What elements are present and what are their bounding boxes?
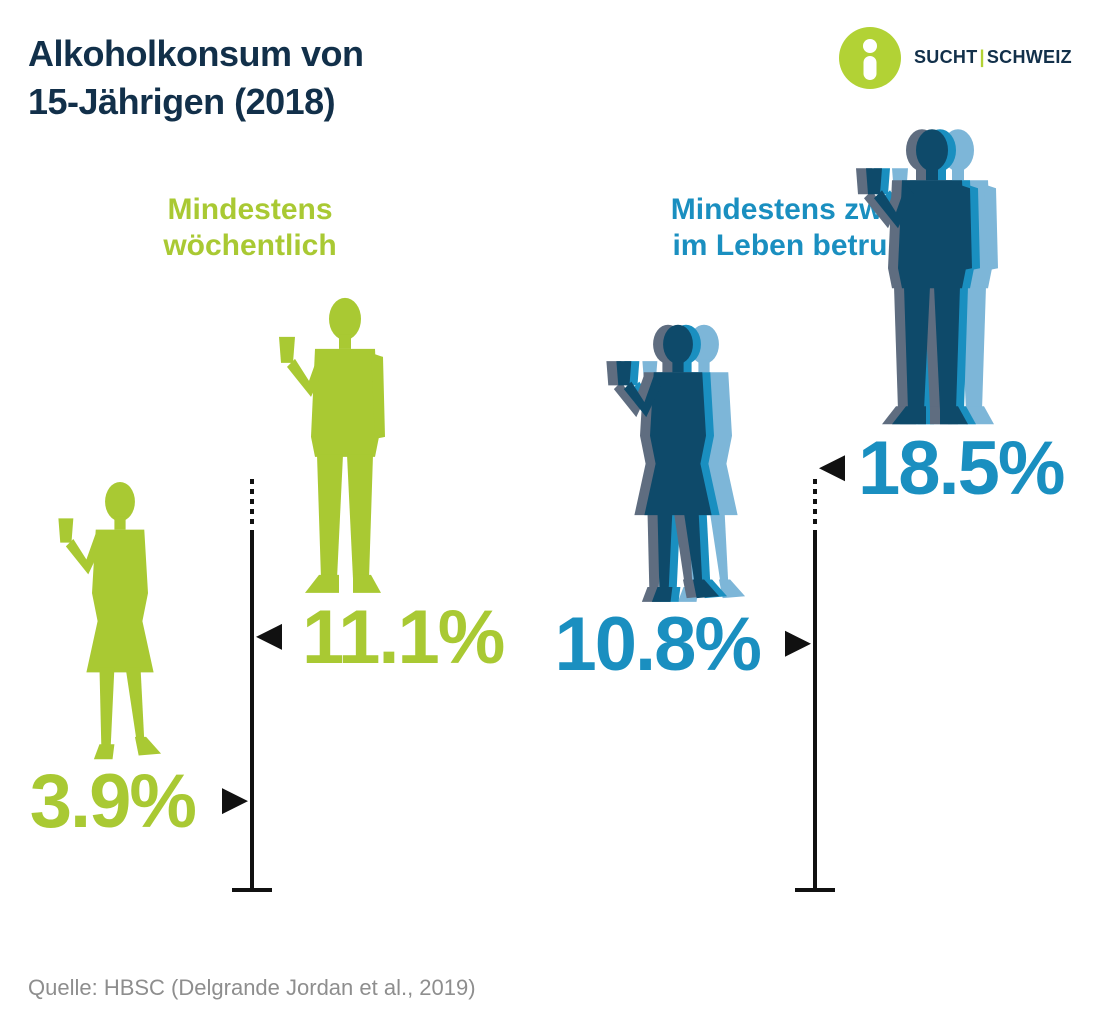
group-title-weekly-line-2: wöchentlich: [163, 229, 337, 262]
figure-shadow-drunk-boy-neck: [916, 166, 928, 181]
figure-weekly-boy-shoe-left: [305, 574, 339, 593]
figure-drunk-boy: [866, 129, 972, 425]
logo-separator: |: [979, 47, 985, 67]
figure-ghost-far-drunk-boy-arm-right: [984, 184, 998, 271]
figure-drunk-boy-leg-left: [904, 286, 930, 411]
logo-text-left: SUCHT: [914, 47, 978, 67]
figure-weekly-boy-arm-left: [287, 352, 327, 397]
figure-shadow-drunk-girl-neck: [662, 359, 674, 373]
figure-drunk-girl-neck: [672, 359, 684, 373]
figure-weekly-girl-leg-left: [99, 667, 115, 748]
chart-title-line-2: 15-Jährigen (2018): [28, 81, 336, 122]
figure-ghost-near-drunk-girl-neck: [680, 359, 692, 373]
figure-drunk-boy-body: [898, 180, 966, 289]
figure-drunk-girl-shoe-right: [692, 579, 720, 599]
figure-weekly-boy-leg-left: [317, 454, 343, 579]
figure-drunk-girl-head: [663, 324, 693, 364]
figure-shadow-drunk-girl-arm-left: [613, 376, 652, 418]
figure-shadow-drunk-boy-arm-left: [864, 184, 904, 229]
figure-weekly-boy-glass: [279, 336, 295, 363]
figure-drunk-boy-shoe-left: [892, 406, 926, 425]
value-marker-drunk-boy: [819, 455, 845, 482]
chart-weekly: 3.9% 11.1%: [30, 297, 506, 892]
figure-drunk-boy-neck: [926, 166, 938, 181]
figure-weekly-girl: [58, 482, 162, 760]
figure-ghost-far-drunk-girl-shoe-right: [718, 579, 746, 599]
figure-weekly-boy-leg-right: [347, 454, 373, 579]
figure-drunk-girl: [616, 324, 720, 602]
figure-drunk-girl-arm-left: [623, 376, 662, 418]
figure-drunk-boy-glass: [866, 168, 882, 195]
figure-drunk-boy-head: [916, 129, 948, 172]
figure-drunk-boy-arm-right: [958, 184, 972, 271]
figure-weekly-girl-leg-right: [125, 667, 145, 743]
logo-mark-icon: [839, 27, 901, 89]
figure-weekly-girl-glass: [58, 518, 74, 543]
figure-drunk-boy-arm-left: [874, 184, 914, 229]
figure-weekly-girl-arm-left: [65, 533, 104, 575]
figure-weekly-girl-shoe-left: [93, 744, 115, 760]
figure-weekly-boy-shoe-right: [353, 574, 381, 593]
value-marker-weekly-girl: [222, 788, 248, 815]
value-marker-drunk-girl: [785, 630, 811, 657]
figure-weekly-boy: [279, 297, 385, 593]
figure-ghost-far-drunk-boy-neck: [952, 166, 964, 181]
figure-drunk-boy-leg-right: [934, 286, 960, 411]
figure-weekly-boy-head: [329, 297, 361, 340]
chart-drunk: 10.8% 18.5%: [555, 129, 1066, 892]
value-label-drunk-girl: 10.8%: [555, 602, 761, 687]
figure-weekly-girl-shoe-right: [134, 736, 162, 756]
chart-title-line-1: Alkoholkonsum von: [28, 33, 364, 74]
figure-weekly-girl-neck: [114, 516, 126, 530]
figure-weekly-girl-body: [86, 529, 154, 673]
figure-drunk-boy-shoe-right: [940, 406, 968, 425]
logo-text-right: SCHWEIZ: [986, 47, 1072, 67]
value-marker-weekly-boy: [256, 623, 282, 650]
value-label-weekly-girl: 3.9%: [30, 759, 196, 844]
figure-ghost-far-drunk-girl-neck: [698, 359, 710, 373]
value-label-drunk-boy: 18.5%: [858, 426, 1064, 511]
sucht-schweiz-logo: SUCHT | SCHWEIZ: [838, 26, 1078, 90]
value-label-weekly-boy: 11.1%: [302, 595, 504, 680]
figure-drunk-girl-glass: [616, 361, 632, 386]
figure-ghost-far-drunk-girl-leg-right: [709, 510, 729, 586]
figure-weekly-boy-body: [311, 348, 379, 457]
group-title-weekly-line-1: Mindestens: [167, 193, 333, 226]
logo-text: SUCHT | SCHWEIZ: [914, 47, 1072, 68]
figure-weekly-girl-head: [105, 482, 135, 522]
chart-title: Alkoholkonsum von 15-Jährigen (2018): [28, 30, 364, 126]
figure-drunk-girl-body: [644, 372, 712, 516]
figure-weekly-boy-arm-right: [371, 352, 385, 439]
source-note: Quelle: HBSC (Delgrande Jordan et al., 2…: [28, 975, 476, 1000]
figure-drunk-girl-shoe-left: [651, 586, 673, 602]
figure-weekly-boy-neck: [339, 334, 351, 349]
figure-drunk-girl-leg-right: [683, 510, 703, 586]
figure-drunk-girl-leg-left: [657, 510, 673, 590]
group-title-weekly: Mindestens wöchentlich: [110, 192, 390, 264]
